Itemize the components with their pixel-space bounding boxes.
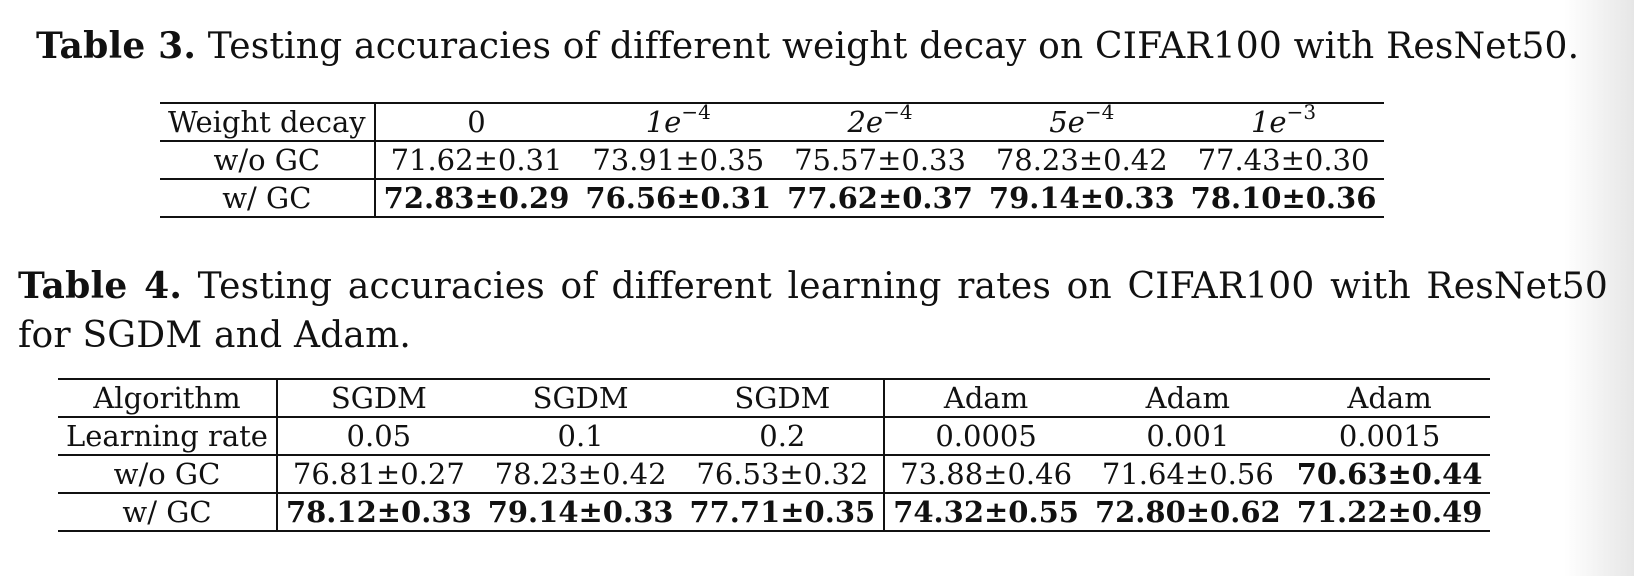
table3-cell: 79.14±0.33	[980, 178, 1183, 218]
table3-row-w-gc: w/ GC 72.83±0.29 76.56±0.31 77.62±0.37 7…	[160, 178, 1385, 218]
table3-cell: 73.91±0.35	[577, 140, 780, 179]
table3-cell: 77.43±0.30	[1182, 140, 1385, 179]
table3-col-4-base: 1e	[1250, 105, 1287, 139]
table4-cell: 71.22±0.49	[1288, 492, 1491, 532]
table4-cell: 74.32±0.55	[884, 492, 1087, 532]
table4-cell: 0.0005	[884, 416, 1087, 455]
table4-cell: 71.64±0.56	[1086, 454, 1289, 493]
table3-col-0: 0	[374, 102, 578, 141]
table3-col-1-base: 1e	[645, 105, 682, 139]
table4-cell: 70.63±0.44	[1288, 454, 1491, 493]
table4-cell: Adam	[1086, 378, 1289, 417]
table3-col-1-exp: −4	[681, 100, 711, 125]
table4-cell: 0.001	[1086, 416, 1289, 455]
table3-cell: 78.23±0.42	[980, 140, 1183, 179]
table3-cell: 76.56±0.31	[577, 178, 780, 218]
table3-cell: 78.10±0.36	[1182, 178, 1385, 218]
table4-row-label: Algorithm	[58, 378, 278, 417]
table4-row-wo-gc: w/o GC 76.81±0.27 78.23±0.42 76.53±0.32 …	[58, 454, 1491, 493]
table3-header-label: Weight decay	[160, 102, 376, 141]
table4-cell: 0.1	[479, 416, 682, 455]
table4-row-algorithm: Algorithm SGDM SGDM SGDM Adam Adam Adam	[58, 378, 1491, 417]
table4-caption: Table 4. Testing accuracies of different…	[18, 262, 1608, 360]
table4-cell: 0.05	[276, 416, 480, 455]
table3-header-row: Weight decay 0 1e−4 2e−4 5e−4 1e−3	[160, 100, 1385, 141]
table4-cell: SGDM	[681, 378, 886, 417]
table4-cell: 0.2	[681, 416, 886, 455]
table3-col-2: 2e−4	[779, 100, 981, 141]
table4-row-label: w/ GC	[58, 492, 278, 532]
table4-cell: 76.53±0.32	[681, 454, 886, 493]
table4-caption-label: Table 4.	[18, 265, 183, 307]
table3-col-2-base: 2e	[847, 105, 884, 139]
table3-row-label: w/o GC	[160, 140, 376, 179]
table3-row-label: w/ GC	[160, 178, 376, 218]
table3-caption-label: Table 3.	[36, 25, 197, 67]
table4-cell: Adam	[1288, 378, 1491, 417]
table4-cell: 78.23±0.42	[479, 454, 682, 493]
table3-cell: 77.62±0.37	[779, 178, 981, 218]
table3-cell: 75.57±0.33	[779, 140, 981, 179]
table4-cell: Adam	[884, 378, 1087, 417]
table3-cell: 72.83±0.29	[374, 178, 578, 218]
table4-cell: 78.12±0.33	[276, 492, 480, 532]
table4-row-learning-rate: Learning rate 0.05 0.1 0.2 0.0005 0.001 …	[58, 416, 1491, 455]
table4-cell: 76.81±0.27	[276, 454, 480, 493]
table4-row-label: w/o GC	[58, 454, 278, 493]
table3-col-3-base: 5e	[1049, 105, 1085, 139]
learning-rate-table: Algorithm SGDM SGDM SGDM Adam Adam Adam …	[58, 378, 1491, 532]
table3-col-4: 1e−3	[1182, 100, 1385, 141]
table3-caption-text: Testing accuracies of different weight d…	[207, 26, 1580, 67]
table4-cell: SGDM	[479, 378, 682, 417]
table3-col-3: 5e−4	[980, 100, 1183, 141]
weight-decay-table: Weight decay 0 1e−4 2e−4 5e−4 1e−3 w/o G…	[160, 100, 1385, 218]
table3-col-3-exp: −4	[1084, 100, 1115, 125]
table4-cell: 0.0015	[1288, 416, 1491, 455]
table4-caption-text: Testing accuracies of different learning…	[18, 266, 1608, 356]
table3-caption: Table 3. Testing accuracies of different…	[36, 22, 1579, 71]
page-edge-shadow	[1564, 0, 1634, 576]
table4-row-w-gc: w/ GC 78.12±0.33 79.14±0.33 77.71±0.35 7…	[58, 492, 1491, 532]
table3-row-wo-gc: w/o GC 71.62±0.31 73.91±0.35 75.57±0.33 …	[160, 140, 1385, 179]
table3-col-2-exp: −4	[883, 100, 913, 125]
table4-cell: 72.80±0.62	[1086, 492, 1289, 532]
table4-cell: SGDM	[276, 378, 480, 417]
table3-col-4-exp: −3	[1286, 100, 1317, 125]
table4-cell: 73.88±0.46	[884, 454, 1087, 493]
table4-cell: 77.71±0.35	[681, 492, 886, 532]
table4-cell: 79.14±0.33	[479, 492, 682, 532]
table3-cell: 71.62±0.31	[374, 140, 578, 179]
table3-col-1: 1e−4	[577, 100, 780, 141]
table4-row-label: Learning rate	[58, 416, 278, 455]
